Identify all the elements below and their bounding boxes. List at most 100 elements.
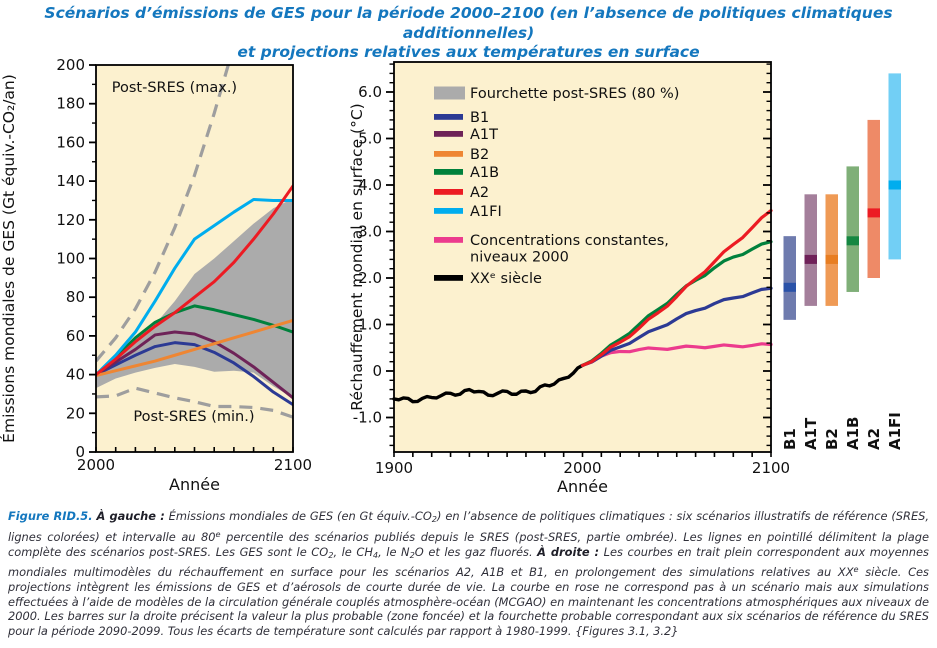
legend-item-b1: B1: [434, 110, 489, 126]
likely-range-bar: [825, 194, 838, 306]
series-a1b: [96, 304, 293, 377]
legend-label-2: niveaux 2000: [470, 250, 569, 266]
legend-swatch-patch: [434, 86, 465, 100]
range-bar-a1t: A1T: [802, 194, 820, 450]
legend-item-concentrations-constantes-: Concentrations constantes,niveaux 2000: [434, 233, 669, 266]
caption-segment: O et les gaz fluorés.: [414, 544, 538, 559]
svg-text:180: 180: [56, 95, 85, 113]
caption-segment: À droite :: [537, 544, 600, 559]
best-estimate-mark: [804, 254, 817, 264]
emissions-x-axis: 2000 2100: [77, 447, 312, 474]
temperature-plot-bg: [394, 62, 771, 452]
emissions-y-axis: 0 20 40 60 80 100 120 140 160 180 200: [56, 56, 96, 461]
legend-item-a2: A2: [434, 185, 489, 201]
legend-item-a1fi: A1FI: [434, 204, 502, 220]
legend-label: B1: [470, 110, 489, 126]
caption-segment: , le N: [378, 544, 410, 559]
svg-text:4.0: 4.0: [358, 176, 382, 194]
range-bar-label: B2: [823, 428, 841, 450]
likely-range-bar: [867, 119, 880, 279]
svg-text:-1.0: -1.0: [353, 409, 382, 427]
caption-segment: À gauche :: [96, 509, 165, 524]
legend-label: A1T: [470, 127, 498, 143]
likely-range-bar: [804, 194, 817, 306]
series-concentrations-constantes-niveaux-2000: [580, 342, 773, 368]
legend-label: A2: [470, 185, 489, 201]
best-estimate-mark: [888, 180, 901, 190]
svg-text:0: 0: [75, 443, 85, 461]
figure-title-line1: Scénarios d’émissions de GES pour la pér…: [44, 4, 893, 42]
series-b1: [96, 341, 293, 407]
caption-segment: , le CH: [333, 544, 373, 559]
caption-segment: percentile des scénarios publiés depuis …: [8, 530, 929, 559]
series-b1: [580, 286, 773, 368]
legend-item-a1b: A1B: [434, 165, 499, 181]
caption-segment: 4: [372, 549, 379, 560]
svg-text:1.0: 1.0: [358, 316, 382, 334]
range-bar-a1fi: A1FI: [886, 73, 904, 450]
series-post-sres-min-: [96, 386, 293, 419]
svg-text:200: 200: [56, 56, 85, 74]
legend-swatch-line: [434, 131, 463, 137]
annotation-post-sres-max-: Post-SRES (max.): [112, 80, 237, 96]
caption-segment: siècle. Ces projections intègrent les ém…: [8, 565, 929, 638]
range-bar-label: A1T: [802, 417, 820, 450]
svg-text:40: 40: [66, 366, 85, 384]
svg-text:2100: 2100: [752, 459, 790, 477]
svg-text:2.0: 2.0: [358, 269, 382, 287]
range-bar-b1: B1: [781, 236, 799, 450]
legend-swatch-line: [434, 189, 463, 195]
figure-title: Scénarios d’émissions de GES pour la pér…: [0, 4, 937, 63]
series-a1t: [96, 330, 293, 400]
caption-segment: 2: [409, 549, 415, 560]
svg-text:60: 60: [66, 327, 85, 345]
range-bar-b2: B2: [823, 194, 841, 450]
legend-label: Concentrations constantes,: [470, 233, 669, 249]
best-estimate-mark: [825, 254, 838, 264]
caption-segment: 2: [431, 514, 438, 525]
range-bar-label: A2: [865, 428, 883, 450]
legend-label: B2: [470, 147, 489, 163]
emissions-chart: 0 20 40 60 80 100 120 140 160 180 200 2000 2100 Année…: [0, 56, 312, 494]
svg-text:6.0: 6.0: [358, 83, 382, 101]
caption-segment: 2: [328, 549, 334, 560]
legend-label: Fourchette post-SRES (80 %): [470, 86, 679, 102]
legend-item-fourchette-post-sres-80-: Fourchette post-SRES (80 %): [434, 86, 679, 102]
temperature-chart: -1.0 0 1.0 2.0 3.0 4.0 5.0 6.0 1900 2000 2100 Année…: [348, 61, 790, 496]
legend-swatch-line: [434, 208, 463, 214]
caption-segment: ) en l’absence de politiques climatiques…: [8, 509, 929, 545]
annotation-post-sres-min-: Post-SRES (min.): [133, 409, 254, 425]
series-post-sres-max-: [96, 65, 230, 363]
temperature-y-axis: -1.0 0 1.0 2.0 3.0 4.0 5.0 6.0: [353, 63, 771, 447]
legend-label: A1FI: [470, 204, 502, 220]
emissions-ylabel: Émissions mondiales de GES (Gt équiv.-CO…: [0, 74, 18, 443]
svg-text:100: 100: [56, 250, 85, 268]
svg-text:1900: 1900: [375, 459, 413, 477]
caption-segment: Les courbes en trait plein correspondent…: [8, 544, 929, 580]
svg-text:20: 20: [66, 404, 85, 422]
svg-text:0: 0: [372, 362, 382, 380]
range-bar-a2: A2: [865, 119, 883, 450]
svg-text:120: 120: [56, 211, 85, 229]
legend-item-a1t: A1T: [434, 127, 498, 143]
temperature-ylabel: Réchauffement mondial en surface (°C): [348, 103, 366, 410]
legend-swatch-line: [434, 237, 463, 243]
series-a2: [96, 184, 293, 377]
legend-label: XXᵉ siècle: [470, 271, 542, 287]
svg-text:2000: 2000: [77, 456, 115, 474]
svg-text:2000: 2000: [563, 459, 601, 477]
svg-text:140: 140: [56, 172, 85, 190]
series-b2: [96, 318, 293, 378]
figure-title-line2: et projections relatives aux température…: [237, 43, 700, 61]
legend-swatch-line: [434, 169, 463, 175]
svg-text:5.0: 5.0: [358, 130, 382, 148]
svg-text:80: 80: [66, 288, 85, 306]
temperature-range-bars: B1 A1T B2 A1B A2 A1FI: [781, 73, 904, 450]
range-bar-label: A1FI: [886, 412, 904, 450]
caption-segment: e: [853, 564, 859, 575]
figure-canvas: 0 20 40 60 80 100 120 140 160 180 200 2000 2100 Année…: [0, 56, 904, 496]
legend-item-xx-si-cle: XXᵉ siècle: [434, 271, 542, 287]
svg-text:160: 160: [56, 133, 85, 151]
